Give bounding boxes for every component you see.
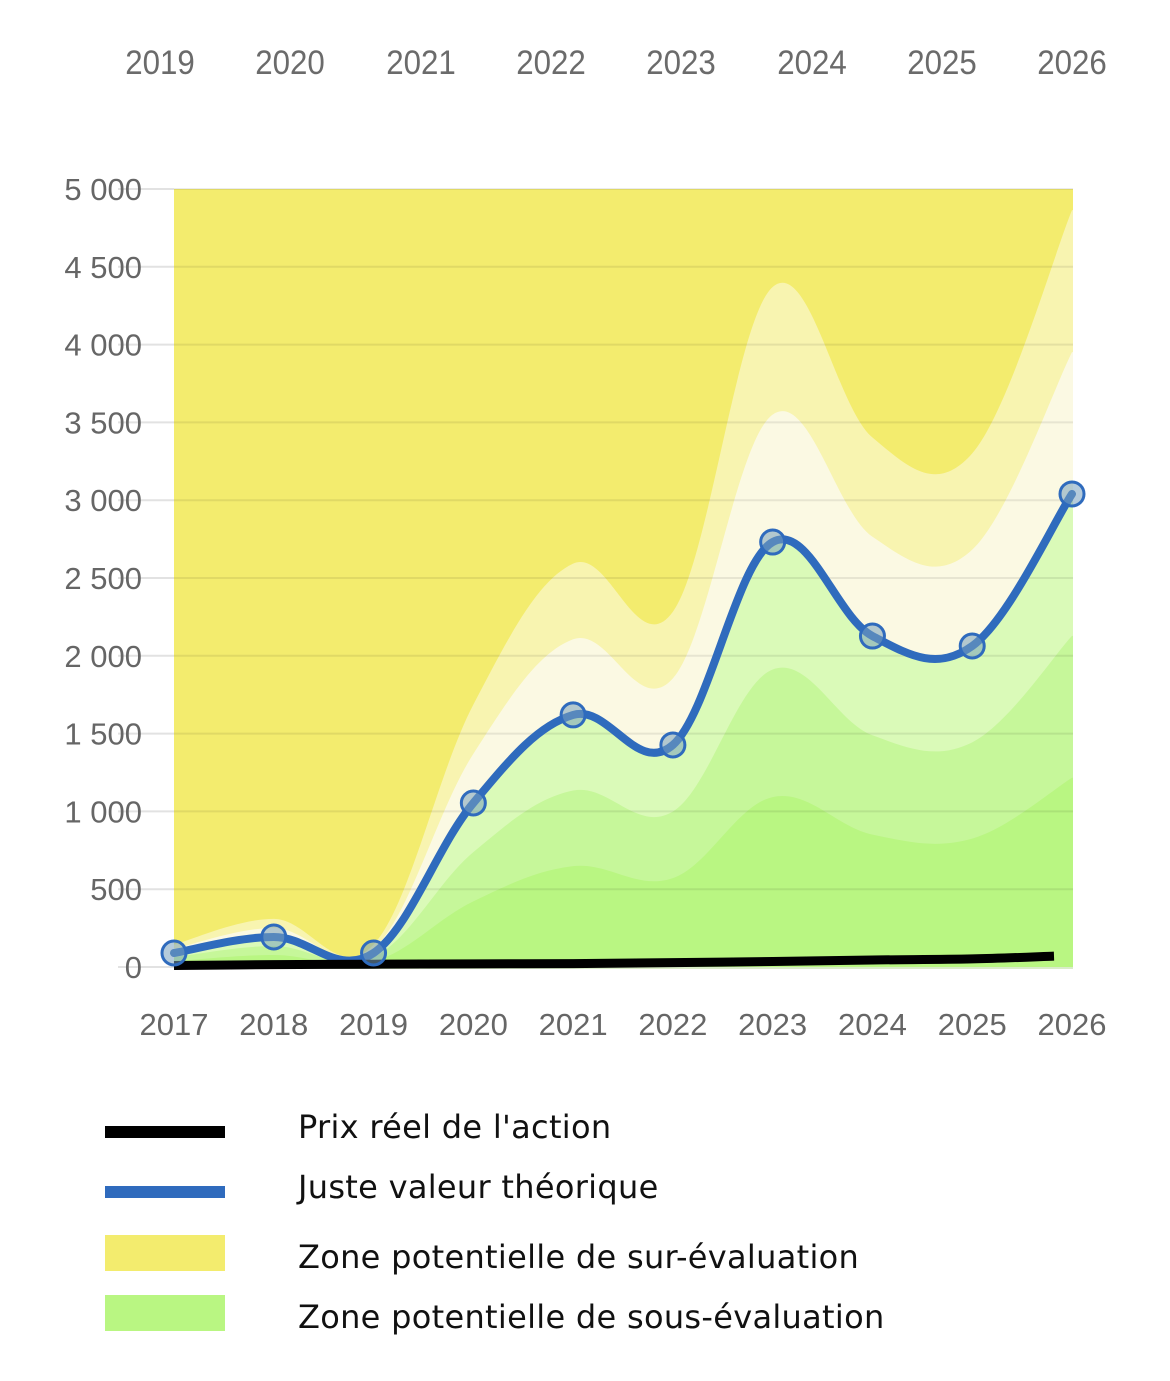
x-tick-label: 2021: [539, 1007, 608, 1042]
legend-item-undervaluation[interactable]: Zone potentielle de sous-évaluation: [105, 1288, 1005, 1338]
legend-swatch-overvaluation-zone: [105, 1235, 225, 1271]
x-tick-label: 2026: [1038, 1007, 1107, 1042]
top-axis-year-label: 2019: [125, 44, 195, 82]
share-price-line: [173, 951, 1055, 970]
legend-swatch-undervaluation-zone: [105, 1295, 225, 1331]
x-tick-label: 2022: [638, 1007, 707, 1042]
x-axis-ticks: 2017 2018 2019 2020 2021 2022 2023 2024 2025 2026: [140, 1007, 1107, 1042]
top-axis-year-label: 2020: [255, 44, 326, 82]
x-tick-label: 2017: [140, 1007, 209, 1042]
y-tick-label: 500: [90, 872, 142, 907]
legend-item-price[interactable]: Prix réel de l'action: [105, 1100, 1005, 1150]
legend-label-fair-value: Juste valeur théorique: [298, 1168, 659, 1206]
top-axis-year-label: 2022: [516, 44, 586, 82]
y-tick-label: 0: [125, 950, 142, 985]
fair-value-point: [858, 622, 886, 650]
undervaluation-zone-strong: [174, 777, 1073, 967]
y-tick-label: 4 000: [64, 328, 142, 363]
fair-value-point: [559, 701, 587, 729]
fair-value-point: [958, 632, 986, 660]
fair-value-point: [360, 939, 388, 967]
x-tick-label: 2023: [738, 1007, 807, 1042]
fair-value-point: [459, 789, 487, 817]
top-axis-year-label: 2026: [1037, 44, 1107, 82]
fair-value-point: [260, 923, 288, 951]
x-tick-label: 2019: [339, 1007, 408, 1042]
legend-swatch-price-line: [105, 1126, 225, 1138]
top-axis-year-label: 2021: [385, 44, 456, 82]
x-tick-label: 2024: [838, 1007, 907, 1042]
x-tick-label: 2020: [439, 1007, 508, 1042]
series-lines: [160, 480, 1086, 970]
legend-item-fair-value[interactable]: Juste valeur théorique: [105, 1160, 1005, 1210]
y-axis-ticks: 0 500 1 000 1 500 2 000 2 500 3 000 3 500 4 000 4…: [64, 172, 142, 985]
y-tick-label: 1 500: [64, 717, 142, 752]
top-axis-year-label: 2023: [646, 44, 716, 82]
legend-swatch-fair-value-line: [105, 1186, 225, 1198]
top-axis-year-label: 2024: [776, 44, 847, 82]
y-tick-label: 2 000: [64, 639, 142, 674]
fair-value-point: [1058, 480, 1086, 508]
top-year-axis: 2019 2020 2021 2022 2023 2024 2025 2026: [0, 0, 1170, 120]
x-tick-label: 2018: [239, 1007, 308, 1042]
x-tick-label: 2025: [938, 1007, 1007, 1042]
fair-value-point: [759, 528, 787, 556]
fair-value-point: [160, 939, 188, 967]
legend-label-overvaluation: Zone potentielle de sur-évaluation: [298, 1238, 860, 1276]
legend-item-overvaluation[interactable]: Zone potentielle de sur-évaluation: [105, 1228, 1005, 1278]
fair-value-point: [659, 731, 687, 759]
top-axis-year-label: 2025: [907, 44, 977, 82]
y-tick-label: 4 500: [64, 250, 142, 285]
valuation-chart: 0 500 1 000 1 500 2 000 2 500 3 000 3 500 4 000 4…: [64, 172, 1107, 1042]
y-tick-label: 2 500: [64, 561, 142, 596]
y-tick-label: 3 000: [64, 483, 142, 518]
y-tick-label: 3 500: [64, 405, 142, 440]
legend-label-undervaluation: Zone potentielle de sous-évaluation: [298, 1298, 885, 1336]
y-tick-label: 1 000: [64, 794, 142, 829]
y-tick-label: 5 000: [64, 172, 142, 207]
legend-label-price: Prix réel de l'action: [298, 1108, 612, 1146]
plot-area: [174, 189, 1073, 967]
